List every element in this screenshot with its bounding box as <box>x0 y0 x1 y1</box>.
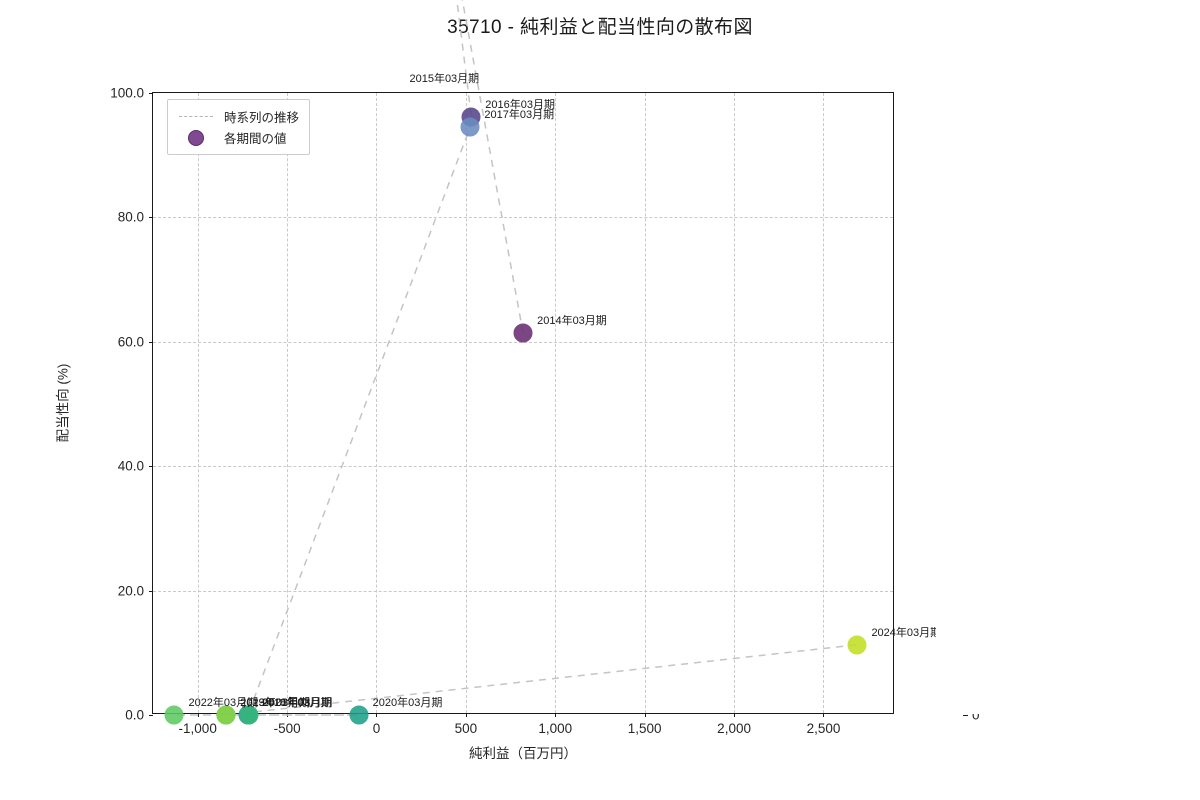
legend-item-line: 時系列の推移 <box>176 106 299 127</box>
point-annotation: 2020年03月期 <box>372 697 443 709</box>
point-annotation: 2019年03月期 <box>240 697 311 709</box>
colorbar-tick <box>963 375 968 377</box>
x-tick <box>823 713 825 717</box>
y-tick <box>149 341 153 343</box>
colorbar-tick-label: 0 <box>972 707 980 723</box>
x-tick <box>644 713 646 717</box>
colorbar-tick <box>963 488 968 490</box>
legend-label-marker: 各期間の値 <box>224 132 287 146</box>
scatter-point[interactable] <box>349 705 369 725</box>
y-tick <box>149 466 153 468</box>
colorbar-tick <box>963 262 968 264</box>
x-tick-label: 0 <box>372 721 381 736</box>
scatter-point[interactable] <box>847 635 867 655</box>
point-annotation: 2022年03月期 <box>188 697 259 709</box>
point-annotation: 2024年03月期 <box>871 626 942 639</box>
y-tick <box>149 217 153 219</box>
gridline-vertical <box>555 93 557 713</box>
gridline-horizontal <box>153 217 893 219</box>
point-annotation: 2021年03月期 <box>262 697 333 709</box>
gridline-horizontal <box>153 590 893 592</box>
point-annotation: 2018年03月期 <box>261 697 332 709</box>
point-annotation: 2015年03月期 <box>409 73 480 85</box>
timeseries-connector-line <box>173 0 858 716</box>
colorbar-tick-label: 8 <box>972 255 980 271</box>
y-tick-label: 100.0 <box>110 85 144 101</box>
point-annotation: 2023年03月期 <box>240 697 311 709</box>
y-tick-label: 60.0 <box>117 334 144 350</box>
colorbar: 0 2 4 6 8 10 <box>936 92 987 723</box>
scatter-point[interactable] <box>513 323 533 343</box>
colorbar-tick-label: 2 <box>972 594 980 610</box>
gridline-vertical <box>376 93 378 713</box>
y-tick-label: 40.0 <box>117 458 144 474</box>
scatter-point[interactable] <box>460 117 480 137</box>
scatter-point[interactable] <box>164 705 184 725</box>
point-annotation: 2016年03月期 <box>485 98 555 111</box>
x-tick-label: 2,500 <box>806 721 841 736</box>
colorbar-title: 時系列 <box>1032 382 1048 424</box>
chart-title: 35710 - 純利益と配当性向の散布図 <box>447 17 753 38</box>
gridline-vertical <box>644 93 646 713</box>
y-tick <box>149 590 153 592</box>
x-tick-label: 500 <box>454 721 478 736</box>
point-annotation: 2014年03月期 <box>537 315 607 328</box>
gridline-vertical <box>823 93 825 713</box>
colorbar-tick <box>963 715 968 716</box>
y-tick <box>149 93 153 94</box>
legend-dashed-line-icon <box>176 116 216 117</box>
x-tick <box>465 713 467 717</box>
x-tick <box>197 713 199 717</box>
y-axis-title: 配当性向 (%) <box>55 363 71 443</box>
x-tick-label: 1,500 <box>627 721 662 736</box>
colorbar-tick <box>963 601 968 603</box>
x-tick-label: -500 <box>273 721 301 736</box>
x-tick-label: 2,000 <box>717 721 751 736</box>
colorbar-clip-mask <box>936 92 1200 714</box>
scatter-point[interactable] <box>216 705 236 725</box>
legend-item-marker: 各期間の値 <box>176 127 299 148</box>
y-tick <box>149 715 153 716</box>
gridline-vertical <box>287 93 289 713</box>
plot-area: -1,000 -500 0 500 1,000 1,500 2,000 2,500 0.0 20… <box>110 0 941 736</box>
gridline-vertical <box>465 93 467 713</box>
colorbar-tick-label: 6 <box>972 368 980 384</box>
legend-marker-icon <box>176 129 216 146</box>
legend-label-line: 時系列の推移 <box>224 111 300 125</box>
gridline-vertical <box>197 93 199 713</box>
x-axis-title: 純利益（百万円） <box>469 746 577 761</box>
x-tick-label: -1,000 <box>178 721 217 736</box>
point-annotation: 2017年03月期 <box>484 108 555 121</box>
gridline-vertical <box>734 93 736 713</box>
y-tick-label: 20.0 <box>117 583 144 599</box>
colorbar-tick <box>963 149 968 151</box>
y-tick-label: 0.0 <box>125 707 144 723</box>
legend: 時系列の推移 各期間の値 <box>167 99 311 155</box>
colorbar-tick-label: 4 <box>972 481 980 497</box>
x-tick <box>555 713 557 717</box>
x-tick <box>376 713 378 717</box>
colorbar-tick-label: 10 <box>972 142 988 158</box>
x-tick-label: 1,000 <box>538 721 573 736</box>
x-tick <box>734 713 736 717</box>
y-tick-label: 80.0 <box>117 209 144 225</box>
gridline-horizontal <box>153 466 893 468</box>
scatter-point[interactable] <box>239 705 259 725</box>
